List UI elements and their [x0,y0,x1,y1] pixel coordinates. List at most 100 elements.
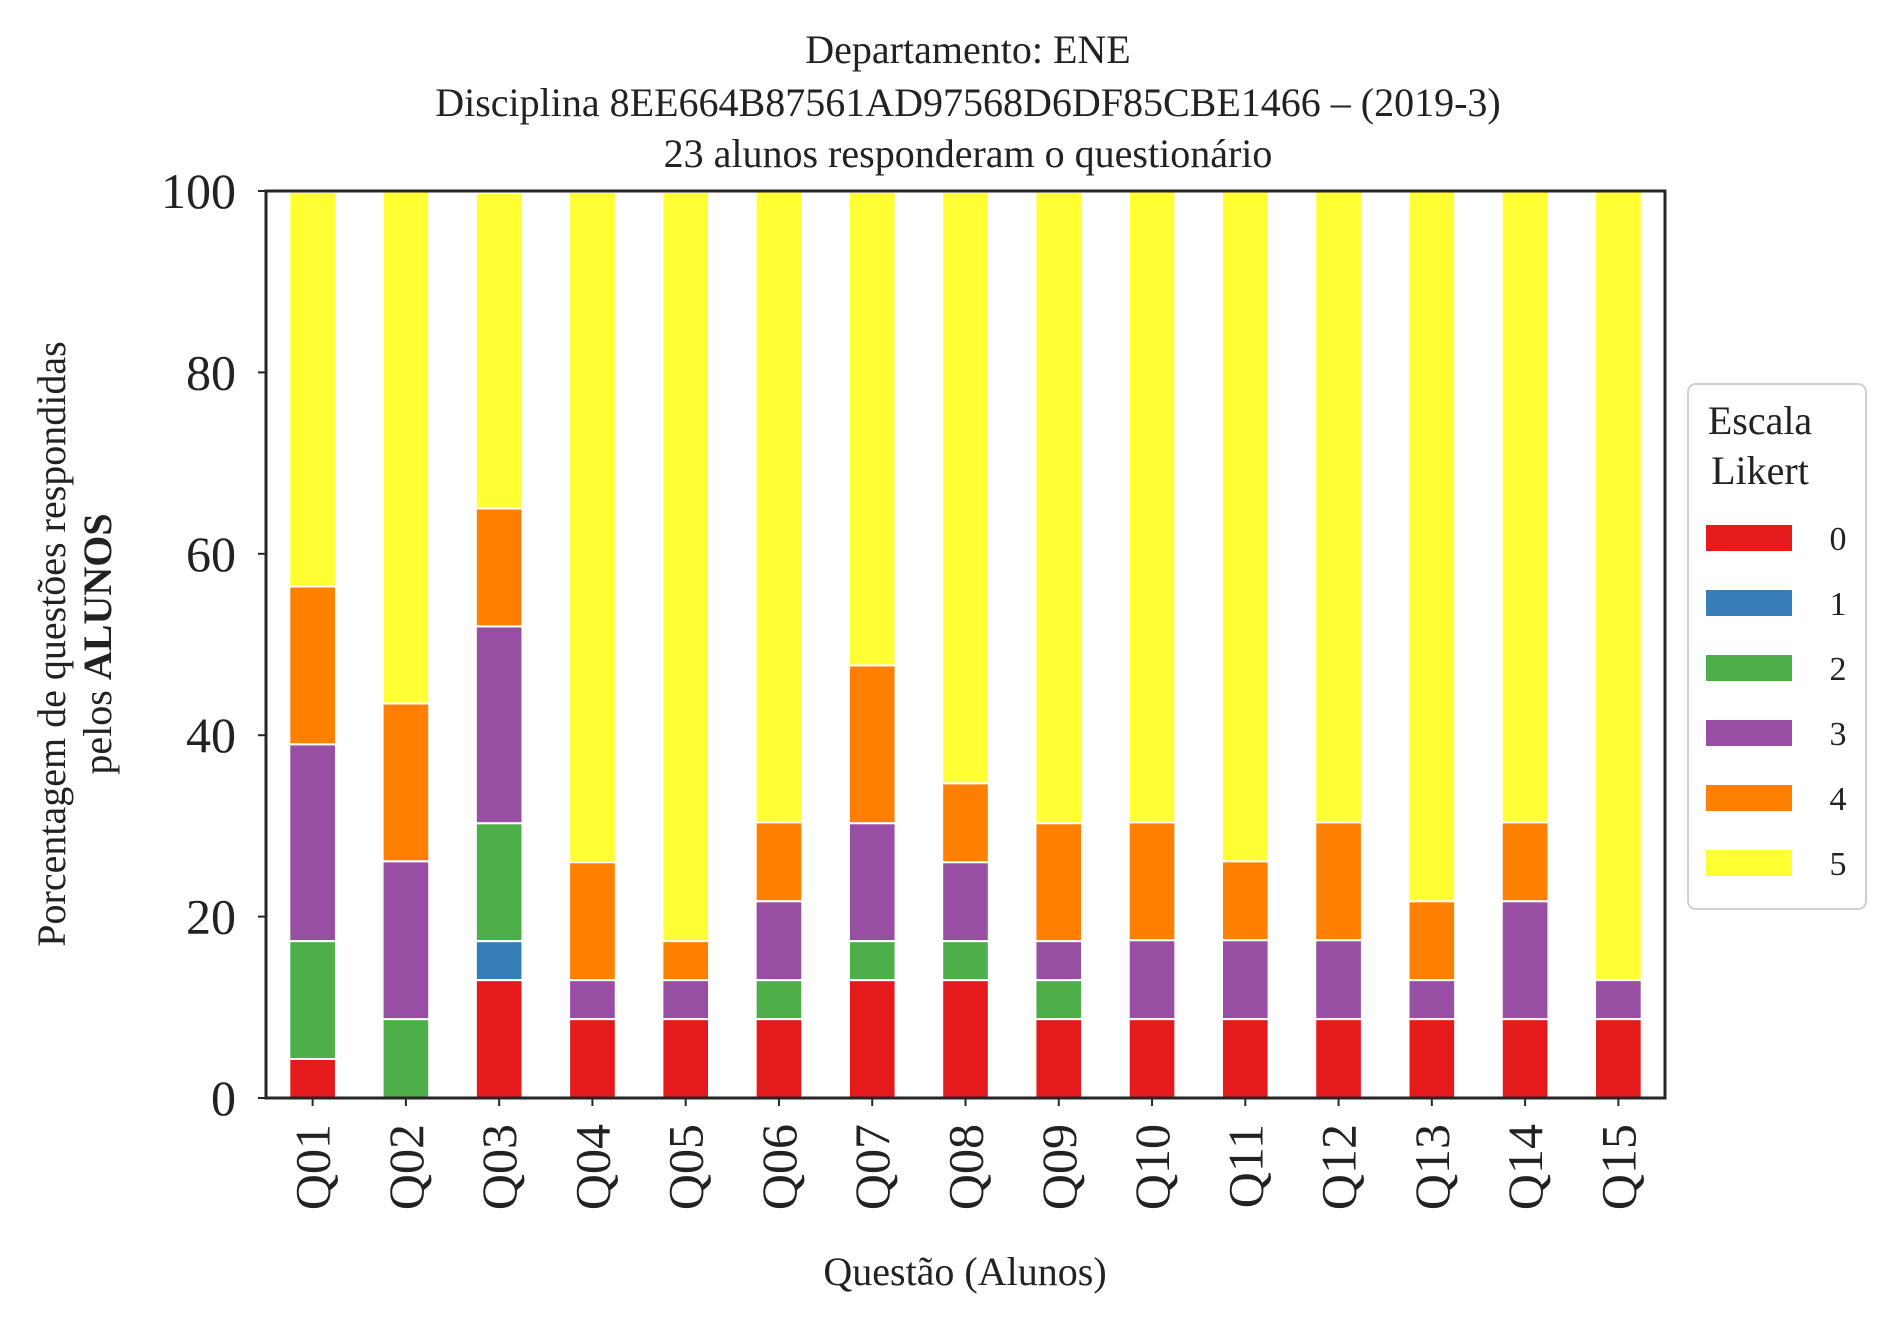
x-tick-label-q06: Q06 [751,1124,807,1210]
bar-segment-q01-scale-5 [288,190,337,588]
bars [288,190,1643,1100]
bar-segment-q08-scale-3 [941,861,990,943]
legend: Escala Likert 0 1 2 3 4 5 [1687,383,1867,910]
bar-segment-q01-scale-4 [288,585,337,746]
bar-segment-q12-scale-4 [1314,821,1363,942]
x-tick-label-q05: Q05 [658,1124,714,1210]
plot-area-frame [264,189,1667,1100]
legend-label-5: 5 [1830,846,1847,883]
bar-segment-q07-scale-4 [847,664,897,825]
legend-title-line-1: Escala [1708,398,1813,443]
bar-segment-q08-scale-0 [941,979,990,1100]
y-tick-label-80: 80 [186,344,236,400]
x-tick-label-q08: Q08 [938,1124,994,1210]
x-tick-label-q02: Q02 [378,1124,434,1210]
bar-segment-q15-scale-0 [1594,1018,1643,1100]
bar-segment-q07-scale-0 [847,979,897,1100]
y-axis-label-prefix: pelos [75,680,120,774]
bar-segment-q07-scale-5 [847,190,897,667]
bar-segment-q09-scale-0 [1034,1018,1084,1100]
x-axis-label: Questão (Alunos) [823,1249,1106,1294]
legend-swatch-2 [1706,655,1792,681]
bar-segment-q10-scale-0 [1127,1018,1177,1100]
bar-segment-q02-scale-4 [381,702,431,863]
bar-segment-q06-scale-0 [754,1018,804,1100]
x-tick-label-q10: Q10 [1124,1124,1180,1210]
bar-segment-q05-scale-3 [661,979,711,1021]
bar-segment-q11-scale-5 [1220,190,1270,863]
legend-swatch-3 [1706,720,1792,746]
bar-segment-q02-scale-2 [381,1018,431,1100]
bar-segment-q13-scale-5 [1407,190,1457,903]
bar-segment-q13-scale-0 [1407,1018,1457,1100]
bar-segment-q03-scale-0 [474,979,524,1100]
y-axis-label-line-2: pelos ALUNOS [75,513,120,774]
legend-items: 0 1 2 3 4 5 [1706,521,1847,883]
bar-segment-q02-scale-3 [381,860,431,1021]
bar-segment-q12-scale-3 [1314,939,1363,1021]
bar-segment-q09-scale-2 [1034,979,1084,1021]
y-tick-label-0: 0 [211,1070,236,1126]
legend-swatch-0 [1706,525,1792,551]
bar-segment-q10-scale-4 [1127,821,1177,942]
bar-segment-q06-scale-5 [754,190,804,824]
chart-title-line-2: Disciplina 8EE664B87561AD97568D6DF85CBE1… [435,80,1501,125]
bar-segment-q05-scale-4 [661,940,711,982]
bar-segment-q08-scale-2 [941,940,990,982]
bar-segment-q01-scale-2 [288,940,337,1061]
bar-segment-q12-scale-0 [1314,1018,1363,1100]
bar-segment-q11-scale-0 [1220,1018,1270,1100]
bar-segment-q04-scale-4 [568,861,617,982]
bar-segment-q05-scale-5 [661,190,711,943]
bar-segment-q08-scale-5 [941,190,990,785]
x-tick-label-q15: Q15 [1590,1124,1646,1210]
bar-segment-q06-scale-4 [754,821,804,903]
legend-label-4: 4 [1830,781,1847,818]
bar-segment-q07-scale-2 [847,940,897,982]
x-tick-label-q11: Q11 [1217,1124,1273,1208]
bar-segment-q03-scale-3 [474,625,524,825]
bar-segment-q12-scale-5 [1314,190,1363,824]
y-axis-label-line-1: Porcentagem de questões respondidas [29,341,74,946]
bar-segment-q14-scale-0 [1500,1018,1550,1100]
y-tick-label-40: 40 [186,707,236,763]
bar-segment-q07-scale-3 [847,822,897,943]
bar-segment-q04-scale-3 [568,979,617,1021]
bar-segment-q03-scale-2 [474,822,524,943]
legend-label-3: 3 [1830,716,1847,753]
x-tick-label-q07: Q07 [844,1124,900,1210]
legend-frame [1687,383,1867,910]
chart-title: Departamento: ENE Disciplina 8EE664B8756… [435,27,1501,176]
x-tick-label-q01: Q01 [285,1124,341,1210]
bar-segment-q08-scale-4 [941,782,990,864]
bar-segment-q09-scale-4 [1034,822,1084,943]
bar-segment-q15-scale-3 [1594,979,1643,1021]
x-tick-label-q09: Q09 [1031,1124,1087,1210]
bar-segment-q03-scale-1 [474,940,524,982]
x-tick-label-q03: Q03 [471,1124,527,1210]
legend-label-0: 0 [1830,521,1847,558]
bar-segment-q03-scale-5 [474,191,524,510]
bar-segment-q02-scale-5 [381,190,431,705]
bar-segment-q03-scale-4 [474,507,524,628]
bar-segment-q13-scale-3 [1407,979,1457,1021]
bar-segment-q15-scale-5 [1594,190,1643,982]
bar-segment-q06-scale-2 [754,979,804,1021]
x-tick-label-q04: Q04 [564,1124,620,1210]
legend-swatch-1 [1706,590,1792,616]
bar-segment-q06-scale-3 [754,900,804,982]
chart-title-line-3: 23 alunos responderam o questionário [664,131,1273,176]
y-axis-ticks: 0 20 40 60 80 100 [161,163,266,1126]
y-axis-label: Porcentagem de questões respondidas pelo… [29,341,120,946]
bar-segment-q11-scale-4 [1220,860,1270,942]
y-tick-label-60: 60 [186,526,236,582]
x-tick-label-q14: Q14 [1497,1124,1553,1210]
y-tick-label-100: 100 [161,163,236,219]
bar-segment-q09-scale-3 [1034,940,1084,982]
bar-segment-q09-scale-5 [1034,190,1084,825]
legend-label-2: 2 [1830,651,1847,688]
y-axis-label-emphasis: ALUNOS [75,513,120,680]
bar-segment-q10-scale-3 [1127,939,1177,1021]
